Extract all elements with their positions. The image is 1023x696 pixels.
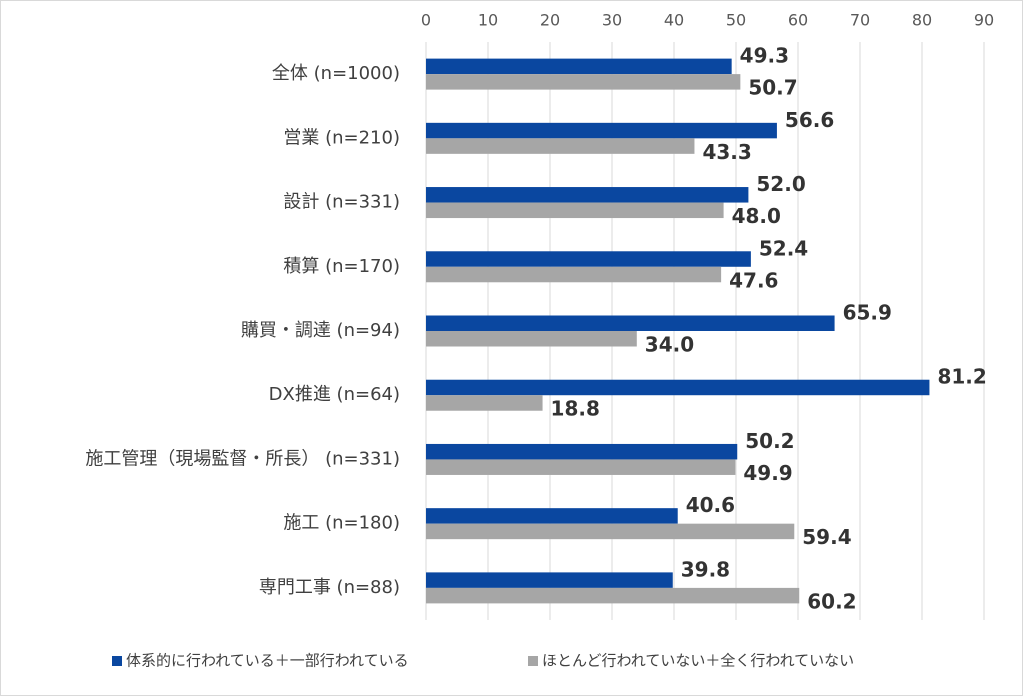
data-label: 43.3 bbox=[702, 140, 751, 164]
y-tick-label: 専門工事 (n=88) bbox=[259, 577, 400, 598]
data-label: 40.6 bbox=[686, 493, 735, 517]
bar bbox=[426, 379, 930, 396]
bar bbox=[426, 587, 800, 604]
y-tick-label: 営業 (n=210) bbox=[283, 127, 400, 148]
data-label: 81.2 bbox=[937, 365, 986, 389]
x-tick-label: 40 bbox=[664, 11, 684, 30]
data-label: 18.8 bbox=[551, 397, 600, 421]
bar bbox=[426, 251, 751, 267]
bar bbox=[426, 572, 673, 588]
bar bbox=[426, 508, 678, 524]
bar bbox=[426, 443, 738, 460]
x-tick-label: 70 bbox=[850, 11, 870, 30]
data-label: 39.8 bbox=[681, 557, 730, 581]
legend-swatch bbox=[112, 656, 122, 666]
y-tick-label: 全体 (n=1000) bbox=[272, 63, 400, 84]
legend-swatch bbox=[528, 656, 538, 666]
x-tick-label: 0 bbox=[421, 11, 431, 30]
x-tick-label: 50 bbox=[726, 11, 746, 30]
bar bbox=[426, 266, 722, 283]
bar bbox=[426, 202, 724, 219]
x-tick-label: 30 bbox=[602, 11, 622, 30]
y-tick-label: 施工 (n=180) bbox=[283, 513, 400, 534]
data-label: 49.3 bbox=[740, 44, 789, 68]
data-label: 59.4 bbox=[802, 525, 851, 549]
data-label: 52.4 bbox=[759, 236, 808, 260]
bar bbox=[426, 395, 543, 411]
data-label: 34.0 bbox=[645, 333, 694, 357]
x-tick-label: 80 bbox=[912, 11, 932, 30]
data-label: 50.2 bbox=[745, 429, 794, 453]
y-tick-label: 購買・調達 (n=94) bbox=[241, 320, 400, 341]
bar bbox=[426, 187, 749, 203]
y-tick-label: 施工管理（現場監督・所長） (n=331) bbox=[85, 448, 400, 469]
bar bbox=[426, 74, 741, 90]
data-label: 60.2 bbox=[807, 589, 856, 613]
bar bbox=[426, 58, 732, 75]
bar bbox=[426, 138, 695, 154]
data-label: 49.9 bbox=[743, 461, 792, 485]
x-tick-label: 10 bbox=[478, 11, 498, 30]
data-label: 65.9 bbox=[843, 301, 892, 325]
data-label: 56.6 bbox=[785, 108, 834, 132]
y-tick-label: 積算 (n=170) bbox=[283, 256, 400, 277]
x-tick-label: 60 bbox=[788, 11, 808, 30]
bar bbox=[426, 523, 795, 540]
data-label: 50.7 bbox=[748, 76, 797, 100]
x-tick-label: 20 bbox=[540, 11, 560, 30]
data-label: 47.6 bbox=[729, 268, 778, 292]
data-label: 52.0 bbox=[756, 172, 805, 196]
x-tick-label: 90 bbox=[974, 11, 994, 30]
bar bbox=[426, 122, 777, 139]
bar bbox=[426, 315, 835, 331]
legend-label: ほとんど行われていない＋全く行われていない bbox=[542, 652, 854, 670]
bar bbox=[426, 331, 637, 347]
bar bbox=[426, 459, 736, 475]
data-label: 48.0 bbox=[732, 204, 781, 228]
y-tick-label: DX推進 (n=64) bbox=[269, 384, 400, 405]
y-tick-label: 設計 (n=331) bbox=[283, 192, 400, 213]
legend-label: 体系的に行われている＋一部行われている bbox=[126, 652, 409, 670]
